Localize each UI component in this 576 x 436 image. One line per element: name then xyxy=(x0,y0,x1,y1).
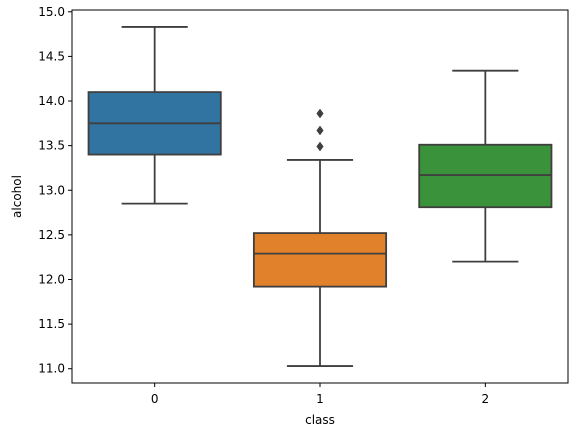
outlier-point xyxy=(316,141,324,152)
x-axis-title: class xyxy=(305,413,335,427)
y-tick-label: 11.0 xyxy=(38,362,65,376)
box-group-class-0 xyxy=(87,26,222,205)
y-tick-label: 13.0 xyxy=(38,183,65,197)
outlier-point xyxy=(316,108,324,119)
y-tick-label: 14.5 xyxy=(38,49,65,63)
y-tick-label: 12.0 xyxy=(38,272,65,286)
y-tick-label: 14.0 xyxy=(38,94,65,108)
outlier-point xyxy=(316,125,324,136)
y-axis-title: alcohol xyxy=(10,175,24,218)
x-tick-label: 0 xyxy=(151,392,159,406)
y-tick-label: 13.5 xyxy=(38,139,65,153)
iqr-box xyxy=(252,232,388,288)
x-tick-label: 1 xyxy=(316,392,324,406)
x-tick-label: 2 xyxy=(482,392,490,406)
boxes-layer xyxy=(87,26,553,367)
y-tick-label: 12.5 xyxy=(38,228,65,242)
y-tick-label: 11.5 xyxy=(38,317,65,331)
x-axis: 0 1 2 xyxy=(151,383,489,406)
y-tick-label: 15.0 xyxy=(38,5,65,19)
box-group-class-1 xyxy=(252,108,388,367)
y-axis: 11.0 11.5 12.0 12.5 13.0 13.5 14.0 14.5 15.0 xyxy=(38,5,72,376)
box-group-class-2 xyxy=(418,69,553,263)
